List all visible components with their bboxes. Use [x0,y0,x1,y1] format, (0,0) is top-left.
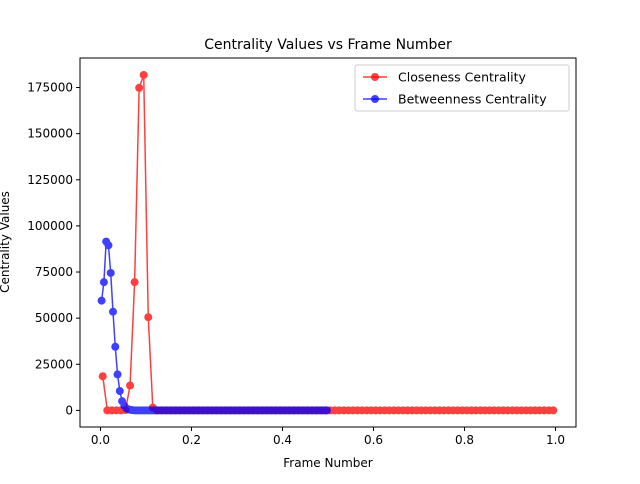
series-closeness [98,70,558,415]
data-point [99,278,108,287]
x-tick-label: 0.8 [455,433,474,447]
legend-marker [371,73,379,81]
data-point [108,307,117,316]
y-tick-label: 50000 [35,311,73,325]
data-point [113,370,122,379]
series-betweenness [97,237,331,415]
x-tick-label: 0.0 [91,433,110,447]
data-point [106,268,115,277]
data-point [115,387,124,396]
plot-area [97,70,558,415]
legend-label: Closeness Centrality [398,70,527,85]
legend-marker [371,95,379,103]
data-point [322,406,331,415]
x-tick-label: 0.6 [364,433,383,447]
y-tick-label: 150000 [27,127,73,141]
plot-frame [79,57,577,428]
data-point [126,381,135,390]
legend: Closeness Centrality Betweenness Centrali… [354,64,570,112]
data-point [104,241,113,250]
y-tick-label: 25000 [35,357,73,371]
data-point [135,83,144,92]
data-point [98,372,107,381]
x-tick-label: 1.0 [546,433,565,447]
data-point [130,278,139,287]
y-axis: 0 25000 50000 75000 100000 125000 150000 175000 [27,81,80,417]
data-point [97,296,106,305]
y-tick-label: 125000 [27,173,73,187]
legend-box [354,64,570,112]
chart-title: Centrality Values vs Frame Number [204,37,452,53]
series-line [102,74,554,412]
x-axis-label: Frame Number [283,456,372,470]
data-point [111,342,120,351]
legend-entry: Betweenness Centrality [363,92,547,107]
y-tick-label: 0 [65,403,73,417]
legend-entry: Closeness Centrality [363,70,527,85]
y-tick-label: 175000 [27,81,73,95]
y-tick-label: 100000 [27,219,73,233]
x-axis: 0.0 0.2 0.4 0.6 0.8 1.0 [91,427,565,447]
y-axis-label: Centrality Values [0,191,12,293]
x-tick-label: 0.2 [182,433,201,447]
data-point [139,70,148,79]
data-point [549,406,558,415]
data-point [144,313,153,322]
y-tick-label: 75000 [35,265,73,279]
x-tick-label: 0.4 [273,433,292,447]
legend-label: Betweenness Centrality [398,92,547,107]
